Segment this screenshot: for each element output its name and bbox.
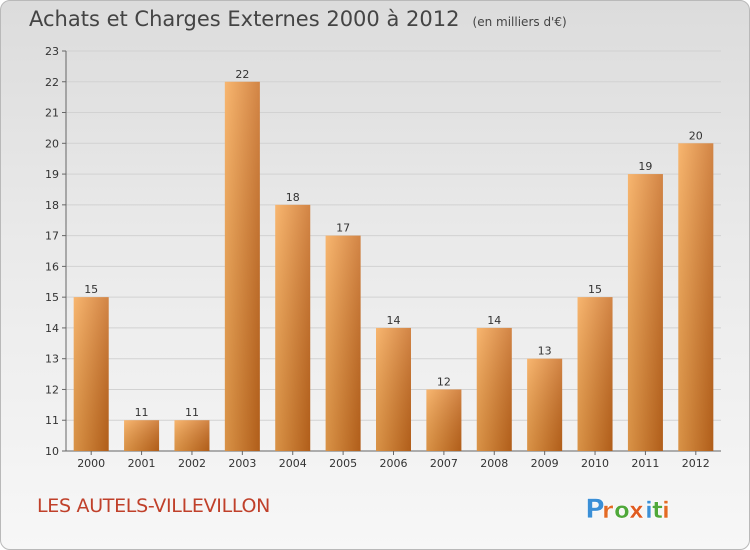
proxiti-logo: Pr o x i t i [585,494,670,525]
logo-letter: r [602,498,614,524]
data-label: 14 [487,314,501,327]
x-tick-label: 2001 [128,457,156,470]
bar-shade [174,420,210,451]
logo-letter: i [645,498,653,524]
data-label: 19 [638,160,652,173]
y-tick-label: 14 [45,322,59,335]
y-tick-label: 13 [45,353,59,366]
chart-subtitle: (en milliers d'€) [472,15,567,29]
y-tick-label: 21 [45,107,59,120]
bar-shade [577,297,613,451]
bar-shade [325,235,361,451]
y-tick-label: 22 [45,76,59,89]
data-label: 15 [588,283,602,296]
bar-shade [627,174,663,452]
logo-letter: x [629,498,644,524]
y-tick-label: 20 [45,137,59,150]
data-label: 15 [84,283,98,296]
bar-shade [224,81,260,452]
y-tick-label: 16 [45,260,59,273]
x-tick-label: 2002 [178,457,206,470]
x-tick-label: 2010 [581,457,609,470]
y-tick-label: 12 [45,383,59,396]
bar-shade [527,358,563,451]
data-label: 22 [235,68,249,81]
data-label: 12 [437,375,451,388]
commune-name: LES AUTELS-VILLEVILLON [37,495,271,517]
data-label: 13 [538,345,552,358]
logo-letter: P [585,494,605,525]
x-tick-label: 2003 [228,457,256,470]
y-tick-label: 17 [45,230,59,243]
y-tick-label: 23 [45,45,59,58]
x-tick-label: 2008 [480,457,508,470]
y-tick-label: 18 [45,199,59,212]
x-tick-label: 2005 [329,457,357,470]
data-label: 20 [689,129,703,142]
data-label: 17 [336,222,350,235]
x-tick-label: 2007 [430,457,458,470]
x-tick-label: 2009 [531,457,559,470]
y-tick-label: 19 [45,168,59,181]
data-label: 14 [387,314,401,327]
x-tick-label: 2000 [77,457,105,470]
chart-title-block: Achats et Charges Externes 2000 à 2012 (… [29,7,567,31]
data-label: 18 [286,191,300,204]
x-tick-label: 2004 [279,457,307,470]
x-tick-label: 2012 [682,457,710,470]
bars [73,81,714,452]
x-tick-label: 2011 [631,457,659,470]
logo-letter: t [652,498,663,524]
logo-letter: i [662,498,670,524]
y-tick-label: 11 [45,414,59,427]
bar-shade [426,389,462,451]
data-label: 11 [185,406,199,419]
bar-shade [476,327,512,451]
bar-shade [124,420,160,451]
bar-shade [275,204,311,451]
bar-shade [73,297,109,451]
bar-shade [678,143,714,452]
y-tick-label: 15 [45,291,59,304]
chart-title: Achats et Charges Externes 2000 à 2012 [29,7,460,31]
logo-letter: o [614,498,630,524]
data-label: 11 [135,406,149,419]
x-tick-label: 2006 [380,457,408,470]
data-labels: 15 11 11 22 18 17 14 12 14 13 15 19 20 [84,68,703,419]
y-tick-label: 10 [45,445,59,458]
bar-shade [376,327,411,451]
